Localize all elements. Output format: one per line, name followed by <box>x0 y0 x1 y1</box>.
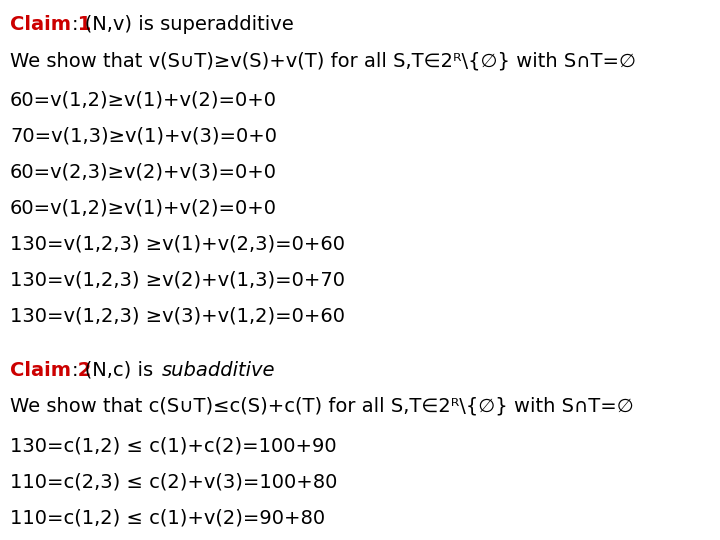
Text: 110=c(1,2) ≤ c(1)+v(2)=90+80: 110=c(1,2) ≤ c(1)+v(2)=90+80 <box>10 508 325 527</box>
Text: : (N,c) is: : (N,c) is <box>72 361 159 380</box>
Text: We show that c(S∪T)≤c(S)+c(T) for all S,T∈2ᴿ\{∅} with S∩T=∅: We show that c(S∪T)≤c(S)+c(T) for all S,… <box>10 396 634 416</box>
Text: Claim 1: Claim 1 <box>10 15 91 34</box>
Text: 130=v(1,2,3) ≥v(1)+v(2,3)=0+60: 130=v(1,2,3) ≥v(1)+v(2,3)=0+60 <box>10 234 345 254</box>
Text: : (N,v) is superadditive: : (N,v) is superadditive <box>72 15 294 34</box>
Text: 130=v(1,2,3) ≥v(3)+v(1,2)=0+60: 130=v(1,2,3) ≥v(3)+v(1,2)=0+60 <box>10 307 345 326</box>
Text: Claim 2: Claim 2 <box>10 361 91 380</box>
Text: 70=v(1,3)≥v(1)+v(3)=0+0: 70=v(1,3)≥v(1)+v(3)=0+0 <box>10 126 277 146</box>
Text: 60=v(2,3)≥v(2)+v(3)=0+0: 60=v(2,3)≥v(2)+v(3)=0+0 <box>10 163 277 181</box>
Text: 60=v(1,2)≥v(1)+v(2)=0+0: 60=v(1,2)≥v(1)+v(2)=0+0 <box>10 91 277 110</box>
Text: subadditive: subadditive <box>162 361 276 380</box>
Text: 130=v(1,2,3) ≥v(2)+v(1,3)=0+70: 130=v(1,2,3) ≥v(2)+v(1,3)=0+70 <box>10 271 345 289</box>
Text: 110=c(2,3) ≤ c(2)+v(3)=100+80: 110=c(2,3) ≤ c(2)+v(3)=100+80 <box>10 472 338 491</box>
Text: 130=c(1,2) ≤ c(1)+c(2)=100+90: 130=c(1,2) ≤ c(1)+c(2)=100+90 <box>10 436 337 455</box>
Text: 60=v(1,2)≥v(1)+v(2)=0+0: 60=v(1,2)≥v(1)+v(2)=0+0 <box>10 199 277 218</box>
Text: We show that v(S∪T)≥v(S)+v(T) for all S,T∈2ᴿ\{∅} with S∩T=∅: We show that v(S∪T)≥v(S)+v(T) for all S,… <box>10 51 636 70</box>
